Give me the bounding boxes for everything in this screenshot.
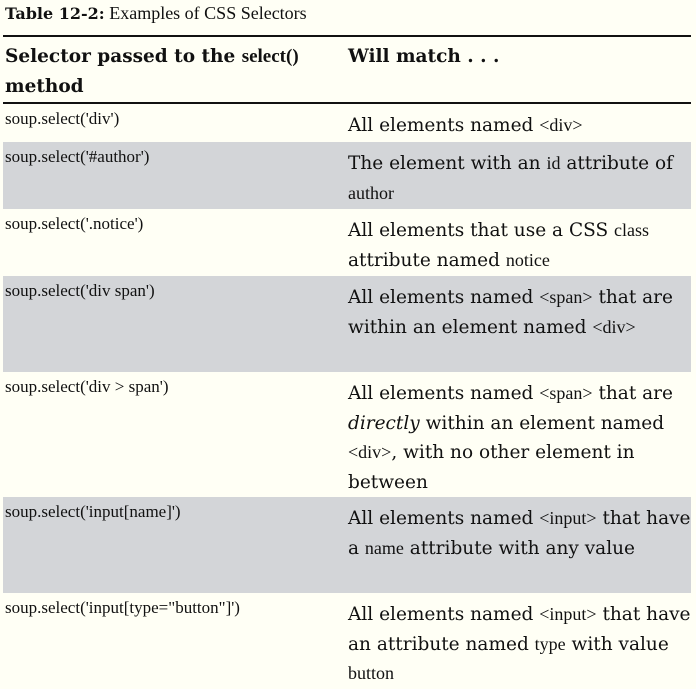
- description-cell: All elements that use a CSS class attrib…: [348, 220, 650, 271]
- description-cell: All elements named <span> that are withi…: [348, 287, 673, 338]
- table-row: soup.select('div span') All elements nam…: [3, 276, 691, 372]
- selector-cell: soup.select('.notice'): [5, 214, 144, 233]
- description-cell: The element with an id attribute of auth…: [348, 153, 673, 203]
- description-cell: All elements named <span> that are direc…: [348, 383, 673, 493]
- header-col1-text: Selector passed to the: [5, 46, 242, 67]
- caption-label: Table 12-2:: [5, 4, 105, 23]
- table-caption: Table 12-2: Examples of CSS Selectors: [5, 2, 307, 25]
- selector-cell: soup.select('div'): [5, 109, 120, 128]
- table-row: soup.select('input[type="button"]') All …: [3, 593, 691, 689]
- caption-text: Examples of CSS Selectors: [104, 3, 307, 23]
- header-match-column: Will match . . .: [348, 46, 500, 67]
- selector-cell: soup.select('#author'): [5, 147, 150, 166]
- selector-cell: soup.select('div > span'): [5, 377, 169, 396]
- description-cell: All elements named <div>: [348, 115, 583, 136]
- header-col1-text-2: method: [5, 76, 84, 97]
- selector-cell: soup.select('div span'): [5, 281, 155, 300]
- table-row: soup.select('div > span') All elements n…: [3, 372, 691, 497]
- selector-cell: soup.select('input[type="button"]'): [5, 598, 240, 617]
- header-col1-code: select(): [241, 46, 299, 67]
- table-row: soup.select('.notice') All elements that…: [3, 209, 691, 276]
- selector-cell: soup.select('input[name]'): [5, 502, 181, 521]
- table-top-rule: [3, 35, 691, 37]
- table-row: soup.select('div') All elements named <d…: [3, 104, 691, 142]
- table-header-rule: [3, 102, 691, 104]
- description-cell: All elements named <input> that have a n…: [348, 508, 691, 559]
- table-row: soup.select('#author') The element with …: [3, 142, 691, 209]
- table-row: soup.select('input[name]') All elements …: [3, 497, 691, 593]
- header-selector-column: Selector passed to the select() method: [5, 42, 335, 102]
- description-cell: All elements named <input> that have an …: [348, 604, 691, 683]
